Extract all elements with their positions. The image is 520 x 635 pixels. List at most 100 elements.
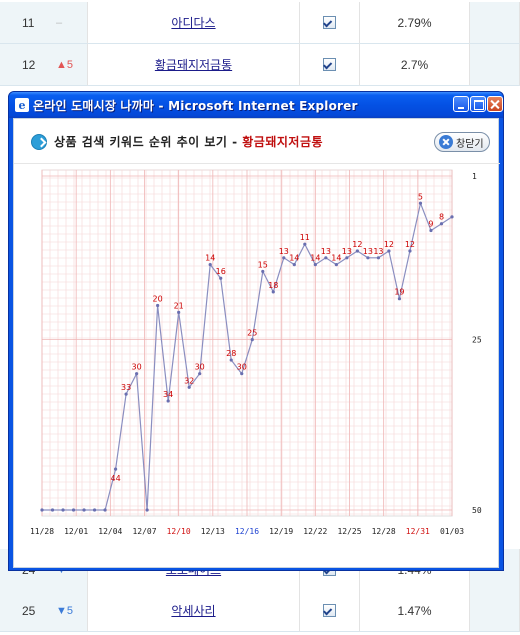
data-point: [208, 263, 212, 267]
window-close-button[interactable]: [487, 96, 503, 112]
series-line: [42, 201, 453, 511]
data-point: [376, 256, 381, 260]
data-point: [355, 249, 359, 253]
data-point: [450, 215, 454, 219]
data-label: 30: [237, 363, 247, 372]
data-point: [303, 242, 307, 246]
data-point: [124, 392, 128, 396]
x-tick-label: 12/16: [235, 527, 259, 536]
data-point: [261, 269, 265, 274]
x-tick-label: 12/13: [201, 527, 225, 536]
data-label: 21: [174, 301, 184, 310]
rank-table-row: 11 – 아디다스 2.79%: [0, 2, 520, 44]
data-point: [198, 372, 202, 376]
rank-table-row: 12 ▲5 황금돼지저금통 2.7%: [0, 44, 520, 86]
maximize-button[interactable]: [470, 96, 486, 112]
rank-change: ▼5: [56, 604, 74, 617]
percent-cell: 2.79%: [360, 2, 470, 44]
keyword-link[interactable]: 아디다스: [171, 16, 216, 30]
keyword-cell: 악세사리: [88, 590, 300, 632]
data-label: 13: [279, 247, 289, 256]
data-label: 14: [205, 254, 215, 263]
trend-checkbox[interactable]: [323, 16, 336, 29]
row-end-cell: [470, 590, 520, 632]
svg-text:e: e: [19, 99, 26, 112]
data-point: [397, 297, 402, 301]
data-point: [156, 303, 160, 308]
data-label: 32: [184, 376, 194, 385]
close-popup-label: 창닫기: [456, 138, 484, 150]
rank-cell: 25 ▼5: [0, 590, 88, 632]
checkbox-cell: [300, 2, 360, 44]
window-titlebar[interactable]: e 온라인 도매시장 나까마 - Microsoft Internet Expl…: [9, 92, 503, 118]
data-label: 9: [428, 220, 433, 229]
x-tick-label: 12/28: [372, 527, 396, 536]
close-icon: [439, 135, 453, 149]
close-popup-button[interactable]: 창닫기: [434, 132, 490, 152]
data-label: 34: [163, 390, 173, 399]
data-point: [282, 256, 286, 260]
popup-panel: 상품 검색 키워드 순위 추이 보기 - 황금돼지저금통 창닫기 1 25 50 11…: [13, 118, 500, 568]
x-tick-label: 12/01: [64, 527, 88, 536]
data-point: [345, 256, 349, 260]
data-label: 15: [258, 260, 268, 269]
x-tick-label: 12/04: [98, 527, 122, 536]
data-point: [439, 222, 444, 226]
popup-header: 상품 검색 키워드 순위 추이 보기 - 황금돼지저금통 창닫기: [14, 119, 500, 164]
data-point: [387, 249, 391, 253]
data-point: [418, 201, 423, 205]
x-tick-label: 12/31: [406, 527, 430, 536]
ie-popup-window[interactable]: e 온라인 도매시장 나까마 - Microsoft Internet Expl…: [8, 91, 504, 571]
data-point: [229, 358, 233, 362]
data-point: [187, 385, 191, 389]
y-tick-label: 25: [472, 336, 482, 345]
data-label: 30: [132, 363, 142, 372]
data-point: [50, 508, 55, 512]
window-content: 상품 검색 키워드 순위 추이 보기 - 황금돼지저금통 창닫기 1 25 50 11…: [13, 118, 500, 568]
data-point: [166, 399, 170, 403]
checkbox-cell: [300, 590, 360, 632]
arrow-right-icon: [31, 134, 47, 150]
data-label: 11: [300, 233, 310, 242]
data-point: [103, 508, 107, 512]
data-point: [40, 508, 44, 512]
keyword-link[interactable]: 황금돼지저금통: [154, 58, 233, 72]
trend-checkbox[interactable]: [323, 58, 336, 71]
x-tick-label: 12/22: [303, 527, 327, 536]
data-point: [408, 249, 412, 253]
data-point: [366, 256, 370, 260]
data-point: [145, 508, 149, 512]
x-tick-label: 12/19: [269, 527, 293, 536]
trend-checkbox[interactable]: [323, 604, 336, 617]
keyword-cell: 아디다스: [88, 2, 300, 44]
data-label: 8: [439, 213, 444, 222]
rank-number: 12: [22, 57, 36, 72]
x-tick-label: 11/28: [30, 527, 54, 536]
minimize-button[interactable]: [453, 96, 469, 112]
data-point: [250, 337, 254, 342]
data-point: [61, 508, 65, 512]
percent-cell: 2.7%: [360, 44, 470, 86]
data-label: 5: [418, 192, 423, 201]
data-label: 13: [363, 247, 373, 256]
data-point: [429, 228, 433, 233]
data-label: 16: [216, 267, 226, 276]
data-label: 14: [289, 254, 299, 263]
data-point: [313, 263, 317, 267]
rank-cell: 12 ▲5: [0, 44, 88, 86]
rank-number: 11: [22, 15, 35, 30]
data-label: 14: [310, 254, 320, 263]
data-point: [334, 263, 338, 267]
data-label: 25: [247, 329, 257, 338]
data-label: 12: [384, 240, 394, 249]
data-point: [135, 372, 139, 376]
keyword-link[interactable]: 악세사리: [171, 604, 216, 618]
data-point: [292, 263, 296, 267]
rank-table-row: 25 ▼5 악세사리 1.47%: [0, 590, 520, 632]
data-point: [177, 310, 181, 314]
data-label: 18: [268, 281, 278, 290]
ie-logo-icon: e: [15, 98, 29, 112]
data-label: 12: [352, 240, 362, 249]
